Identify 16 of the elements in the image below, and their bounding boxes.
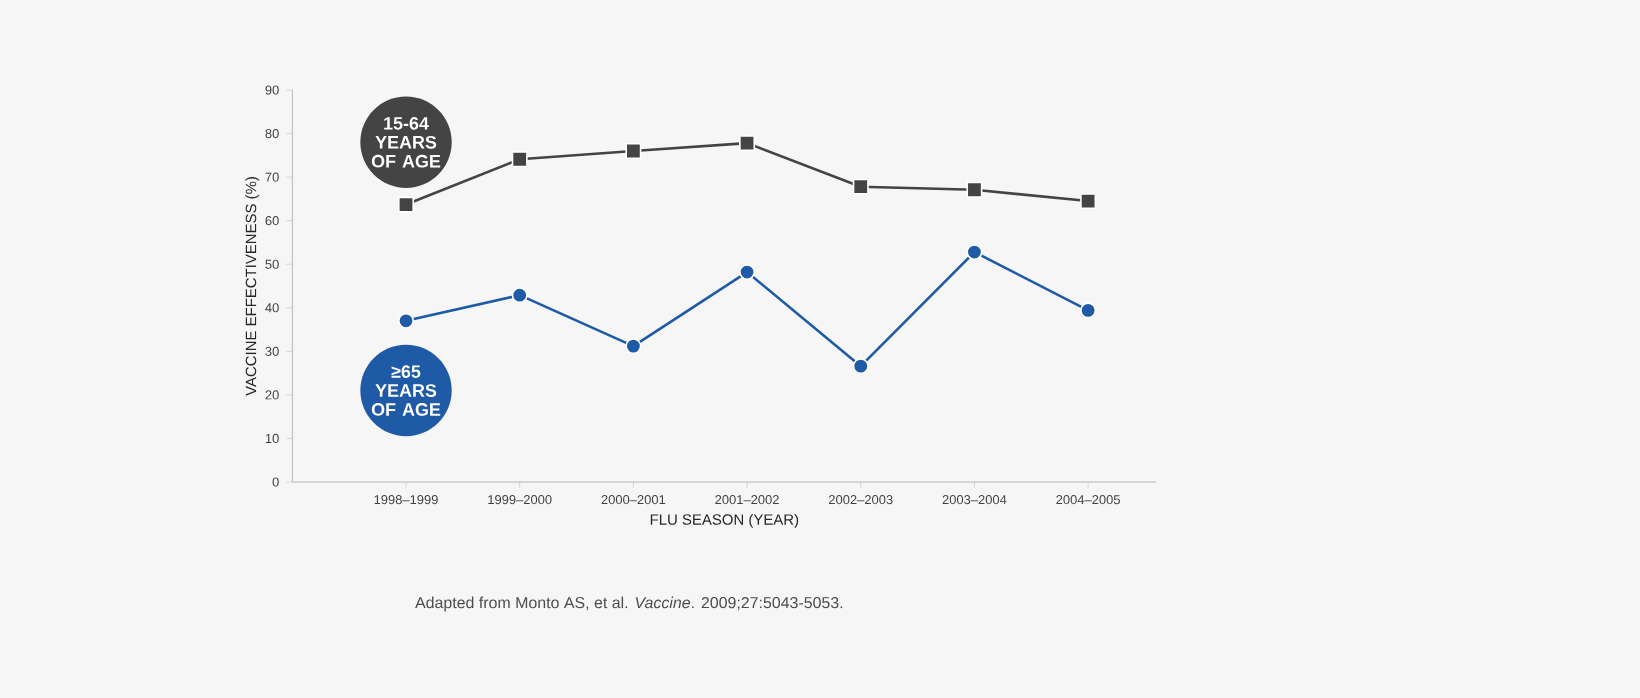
point [511, 151, 528, 168]
point [739, 135, 756, 152]
point [625, 142, 642, 159]
point [966, 181, 983, 198]
point [625, 338, 642, 355]
point [398, 312, 415, 329]
point [1080, 302, 1097, 319]
point [739, 264, 756, 281]
point [398, 196, 415, 213]
text: ≥65 YEARS OF AGE [371, 365, 441, 416]
point [852, 178, 869, 195]
series-label: 15-64 YEARS OF AGE [371, 116, 441, 168]
point [1080, 193, 1097, 210]
point [511, 287, 528, 304]
point [852, 358, 869, 375]
point [966, 244, 983, 261]
